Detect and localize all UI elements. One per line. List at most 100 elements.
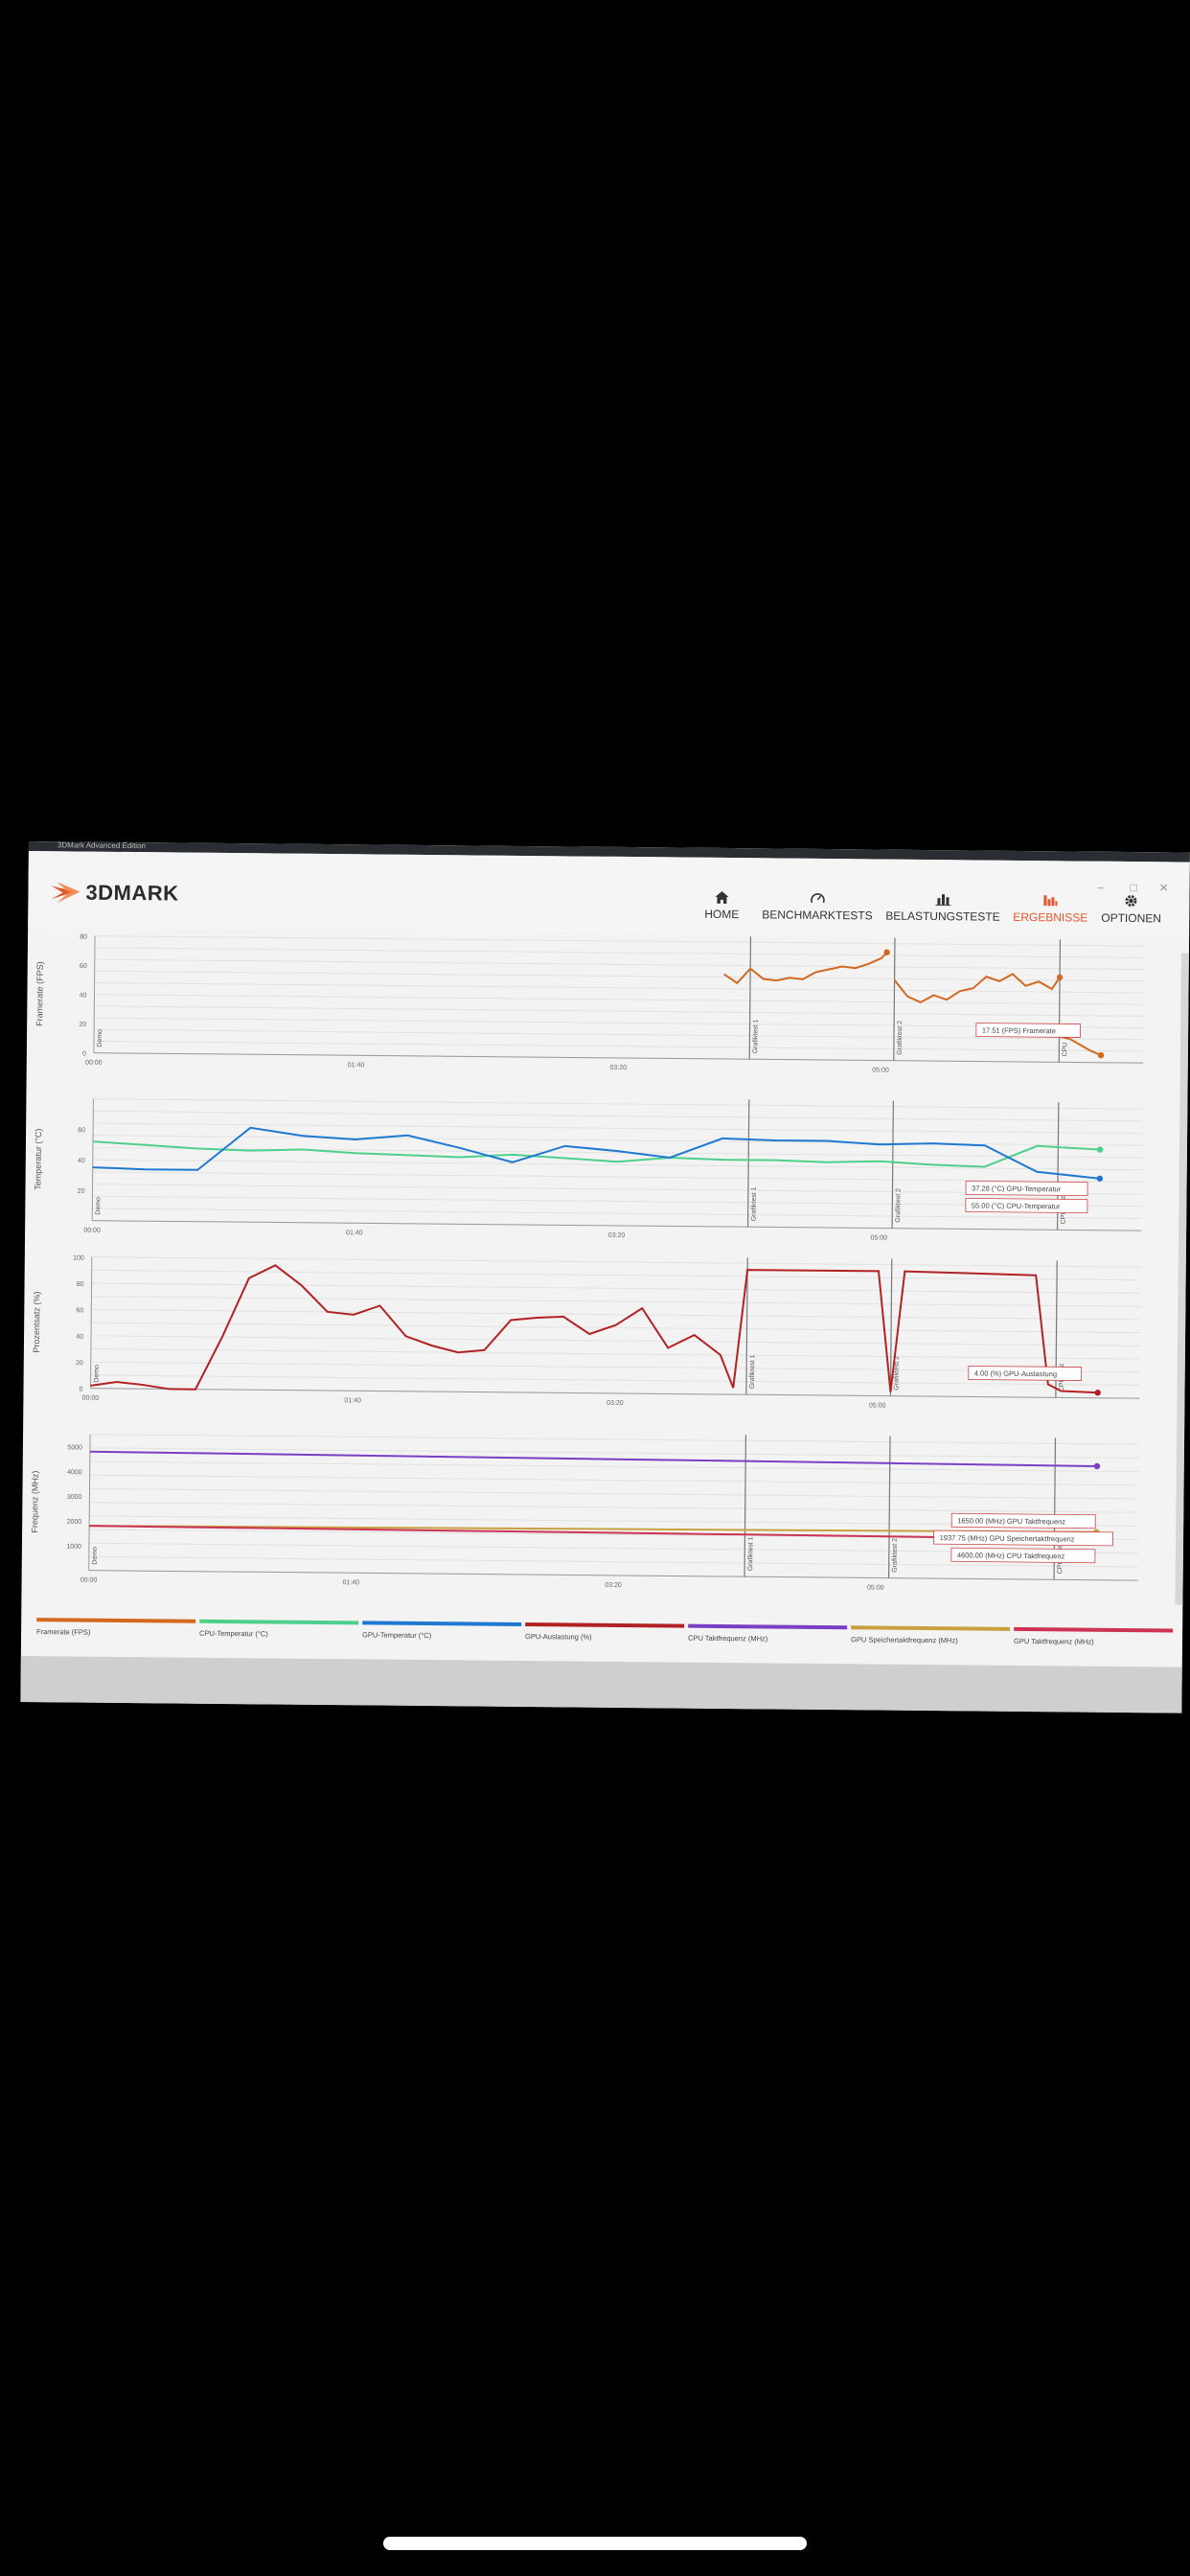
legend-item: CPU-Temperatur (°C) bbox=[199, 1619, 359, 1640]
gridline bbox=[89, 1474, 1139, 1486]
gridline bbox=[89, 1460, 1139, 1473]
section-label: Grafiktest 2 bbox=[893, 1356, 900, 1391]
gridline bbox=[94, 1005, 1144, 1017]
nav-benchmarktests[interactable]: BENCHMARKTESTS bbox=[762, 886, 873, 922]
y-tick-label: 20 bbox=[76, 1360, 83, 1367]
value-callout: 55.00 (°C) CPU-Temperatur bbox=[972, 1201, 1061, 1210]
value-callout-box bbox=[950, 1547, 1096, 1564]
legend-color-bar bbox=[362, 1621, 522, 1626]
gridline bbox=[92, 1146, 1142, 1159]
gridline bbox=[89, 1502, 1139, 1513]
gridline bbox=[90, 1348, 1140, 1360]
section-divider bbox=[888, 1436, 891, 1578]
x-tick-label: 03:20 bbox=[605, 1582, 622, 1589]
series-line bbox=[92, 1140, 1101, 1168]
legend-color-bar bbox=[1014, 1626, 1174, 1633]
chart-panel-2: Prozentsatz (%) 0 20 40 60 80 100 00:00 01:40 03:… bbox=[32, 1254, 1141, 1410]
value-callout-box bbox=[965, 1181, 1088, 1197]
x-tick-label: 03:20 bbox=[606, 1400, 624, 1407]
monitoring-charts: Framerate (FPS) 0 20 40 60 80 00:00 01:40 03:20 0… bbox=[30, 934, 1145, 1592]
gridline bbox=[93, 1040, 1143, 1052]
gridline bbox=[90, 1434, 1140, 1445]
gridline bbox=[93, 1110, 1143, 1122]
section-label: Grafiktest 2 bbox=[895, 1188, 902, 1223]
legend-label: Framerate (FPS) bbox=[36, 1627, 91, 1637]
chart-panel-3: Frequenz (MHz) 1000 2000 3000 4000 5000 00:00 0… bbox=[30, 1434, 1140, 1592]
value-callout: 4600.00 (MHz) CPU Taktfrequenz bbox=[957, 1551, 1065, 1560]
window-title: 3DMark Advanced Edition bbox=[57, 841, 147, 851]
gridline bbox=[95, 935, 1145, 947]
y-axis-label: Frequenz (MHz) bbox=[30, 1471, 40, 1533]
section-divider bbox=[889, 1258, 893, 1396]
chart-panel-1: Temperatur (°C) 20 40 60 00:00 01:40 03:20 05:0… bbox=[34, 1098, 1143, 1242]
gridline bbox=[90, 1374, 1140, 1386]
legend-label: GPU Taktfrequenz (MHz) bbox=[1013, 1636, 1094, 1646]
legend-item: GPU Speichertaktfrequenz (MHz) bbox=[851, 1625, 1011, 1645]
gridline bbox=[91, 1282, 1141, 1295]
section-label: Demo bbox=[97, 1029, 103, 1047]
x-tick-label: 03:20 bbox=[609, 1065, 627, 1071]
scrollbar[interactable] bbox=[1175, 953, 1189, 1605]
x-tick-label: 01:40 bbox=[344, 1397, 361, 1404]
series-line bbox=[92, 1126, 1100, 1180]
y-axis bbox=[88, 1434, 91, 1571]
3dmark-logo-icon bbox=[51, 882, 80, 904]
series-line bbox=[89, 1450, 1098, 1467]
section-divider bbox=[746, 1099, 750, 1228]
x-tick-label: 01:40 bbox=[343, 1579, 360, 1586]
y-tick-label: 60 bbox=[78, 1127, 85, 1134]
legend-label: GPU-Temperatur (°C) bbox=[362, 1630, 432, 1641]
nav-ergebnisse[interactable]: ERGEBNISSE bbox=[1013, 889, 1087, 925]
section-label: Grafiktest 1 bbox=[751, 1186, 758, 1221]
gridline bbox=[94, 947, 1144, 958]
gridline bbox=[91, 1322, 1141, 1334]
series-line bbox=[89, 1525, 1097, 1533]
value-callout: 37.28 (°C) GPU-Temperatur bbox=[972, 1184, 1062, 1193]
y-tick-label: 40 bbox=[80, 993, 87, 1000]
x-tick-label: 00:00 bbox=[85, 1060, 103, 1067]
nav-home[interactable]: HOME bbox=[704, 886, 739, 921]
x-tick-label: 05:00 bbox=[872, 1067, 889, 1073]
value-callout-box bbox=[965, 1198, 1088, 1214]
y-axis-label: Prozentsatz (%) bbox=[32, 1292, 42, 1353]
y-tick-label: 5000 bbox=[67, 1444, 82, 1451]
legend-label: CPU-Temperatur (°C) bbox=[199, 1628, 268, 1639]
home-indicator[interactable] bbox=[383, 2537, 807, 2550]
gridline bbox=[91, 1335, 1141, 1346]
legend-color-bar bbox=[525, 1622, 685, 1628]
legend-color-bar bbox=[851, 1625, 1011, 1631]
gridline bbox=[89, 1487, 1139, 1500]
gridline bbox=[90, 1361, 1140, 1373]
series-line bbox=[723, 952, 888, 985]
y-tick-label: 80 bbox=[80, 934, 87, 941]
nav-belastungsteste[interactable]: BELASTUNGSTESTE bbox=[885, 888, 1000, 924]
series-end-point bbox=[883, 949, 890, 955]
section-label: Grafiktest 2 bbox=[897, 1021, 904, 1055]
x-axis bbox=[88, 1570, 1138, 1581]
chart-panel-0: Framerate (FPS) 0 20 40 60 80 00:00 01:40 03:20 0… bbox=[34, 934, 1145, 1074]
x-tick-label: 01:40 bbox=[348, 1062, 365, 1069]
y-tick-label: 0 bbox=[80, 1387, 83, 1393]
gridline bbox=[89, 1447, 1139, 1459]
legend-item: Framerate (FPS) bbox=[36, 1618, 196, 1638]
legend-item: GPU Taktfrequenz (MHz) bbox=[1013, 1626, 1174, 1647]
series-end-point bbox=[1056, 974, 1064, 981]
x-tick-label: 00:00 bbox=[83, 1228, 101, 1234]
section-divider bbox=[744, 1435, 747, 1577]
nav-optionen-label: OPTIONEN bbox=[1101, 910, 1162, 926]
section-divider bbox=[1058, 939, 1062, 1063]
x-tick-label: 05:00 bbox=[871, 1234, 888, 1241]
nav-optionen[interactable]: OPTIONEN bbox=[1101, 890, 1162, 926]
y-axis bbox=[90, 1256, 93, 1389]
legend-item: GPU-Auslastung (%) bbox=[525, 1622, 685, 1643]
x-axis bbox=[90, 1388, 1140, 1399]
x-axis bbox=[92, 1220, 1142, 1231]
section-label: CPU bbox=[1062, 1043, 1068, 1057]
gridline bbox=[93, 1098, 1143, 1110]
legend-color-bar bbox=[199, 1619, 359, 1625]
gridline bbox=[91, 1269, 1141, 1281]
legend-color-bar bbox=[688, 1623, 848, 1630]
window-footer bbox=[20, 1655, 1182, 1714]
y-tick-label: 60 bbox=[80, 963, 87, 970]
